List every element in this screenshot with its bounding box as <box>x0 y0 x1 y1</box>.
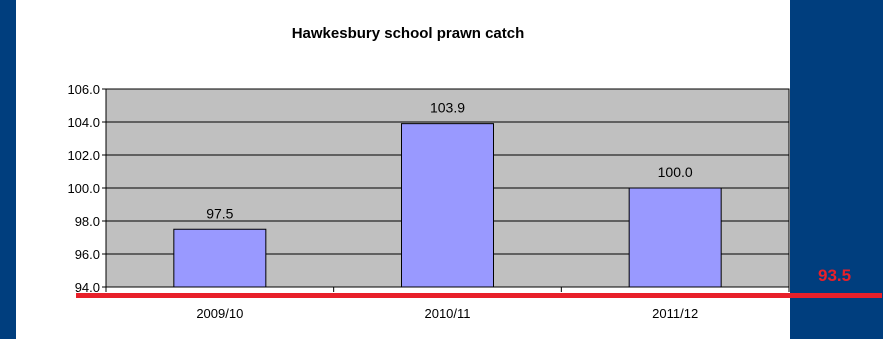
y-tick-label: 106.0 <box>67 82 100 97</box>
bar <box>628 187 722 288</box>
reference-line-label: 93.5 <box>818 266 852 285</box>
y-tick-label: 102.0 <box>67 148 100 163</box>
y-tick-label: 104.0 <box>67 115 100 130</box>
x-tick-label: 2009/10 <box>196 306 243 321</box>
bar <box>173 228 267 288</box>
bars: 97.5 103.9 100.0 <box>173 100 722 288</box>
y-axis: 94.0 96.0 98.0 100.0 102.0 104.0 106.0 <box>67 82 106 295</box>
data-label: 103.9 <box>430 100 465 116</box>
y-tick-label: 94.0 <box>75 280 100 295</box>
data-label: 97.5 <box>206 205 233 221</box>
y-tick-label: 100.0 <box>67 181 100 196</box>
bar <box>401 123 494 288</box>
y-tick-label: 98.0 <box>75 214 100 229</box>
x-tick-label: 2010/11 <box>424 306 470 321</box>
chart-panel: Hawkesbury school prawn catch 94.0 96.0 98… <box>16 0 790 339</box>
x-tick-label: 2011/12 <box>652 306 698 321</box>
bar-chart: Hawkesbury school prawn catch 94.0 96.0 98… <box>67 25 790 321</box>
y-tick-label: 96.0 <box>75 247 100 262</box>
x-axis: 2009/10 2010/11 2011/12 <box>105 287 790 321</box>
chart-title: Hawkesbury school prawn catch <box>292 25 525 42</box>
reference-line <box>76 293 882 298</box>
data-label: 100.0 <box>658 164 693 180</box>
